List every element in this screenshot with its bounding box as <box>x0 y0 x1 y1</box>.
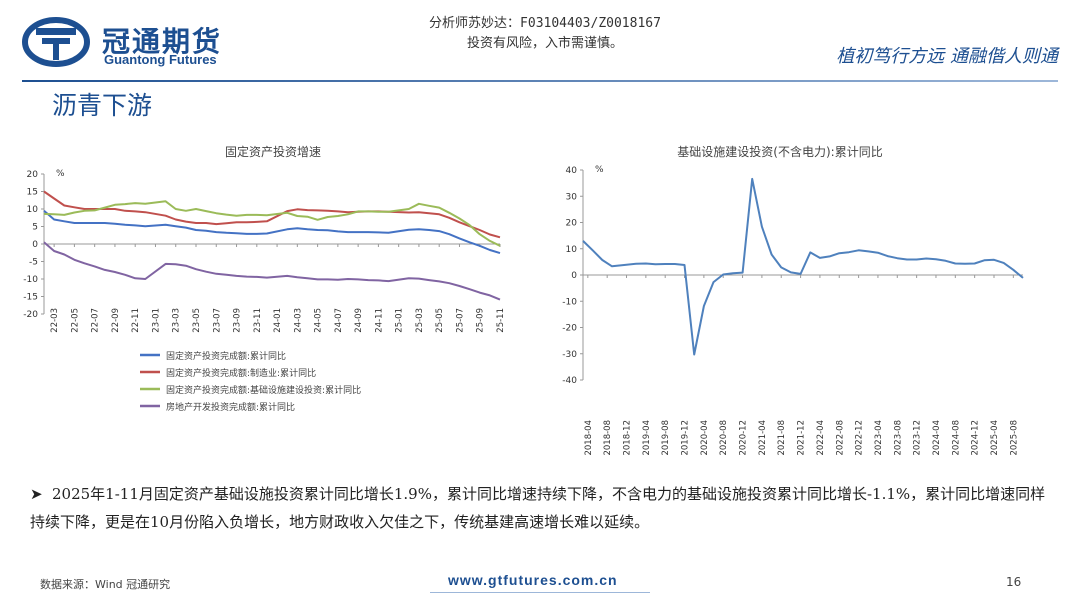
y-tick-label: -20 <box>23 310 38 320</box>
series-line-1 <box>43 210 501 255</box>
x-tick-label: 2021-12 <box>797 420 807 456</box>
x-tick-label: 22-03 <box>50 308 60 333</box>
x-tick-label: 24-09 <box>354 308 364 333</box>
x-tick-label: 2019-12 <box>681 420 691 456</box>
y-tick-label: 10 <box>566 245 578 255</box>
y-tick-label: -10 <box>562 297 577 307</box>
series-line-3 <box>43 200 501 247</box>
x-tick-label: 25-09 <box>476 308 486 333</box>
x-tick-label: 24-11 <box>374 308 384 333</box>
x-tick-label: 2021-04 <box>758 420 768 456</box>
analyst-license: 分析师苏妙达：F03104403/Z0018167 <box>429 16 661 31</box>
legend-label-2: 固定资产投资完成额:制造业:累计同比 <box>166 367 316 379</box>
x-tick-label: 2021-08 <box>777 420 787 456</box>
legend-label-1: 固定资产投资完成额:累计同比 <box>166 350 286 362</box>
page-title: 沥青下游 <box>52 91 153 120</box>
y-tick-label: 0 <box>32 240 38 250</box>
commentary-bullet: ➤ 2025年1-11月固定资产基础设施投资累计同比增长1.9%，累计同比增速持续… <box>30 480 1060 536</box>
commentary-text: 2025年1-11月固定资产基础设施投资累计同比增长1.9%，累计同比增速持续下… <box>30 485 1046 531</box>
x-tick-label: 2020-08 <box>719 420 729 456</box>
series-line-4 <box>43 241 501 301</box>
x-tick-label: 25-07 <box>455 308 465 333</box>
page-number: 16 <box>1006 575 1022 589</box>
x-tick-label: 23-03 <box>172 308 182 333</box>
footer-divider <box>430 592 650 593</box>
y-tick-label: -5 <box>29 258 38 268</box>
x-tick-label: 2024-12 <box>971 420 981 456</box>
x-tick-label: 2018-08 <box>603 420 613 456</box>
company-logo: 冠通期货 Guantong Futures <box>22 14 262 70</box>
y-tick-label: 20 <box>566 219 578 229</box>
x-tick-label: 2024-04 <box>932 420 942 456</box>
y-axis-unit: % <box>595 165 604 175</box>
y-tick-label: -40 <box>562 376 577 386</box>
x-tick-label: 2022-12 <box>855 420 865 456</box>
x-tick-label: 2019-04 <box>642 420 652 456</box>
x-tick-label: 2022-08 <box>835 420 845 456</box>
x-tick-label: 2025-04 <box>990 420 1000 456</box>
x-tick-label: 25-11 <box>496 308 506 333</box>
fixed-asset-investment-svg: 固定资产投资增速 % 20 15 10 5 0 -5 -10 -15 -20 22-03 22-05… <box>23 144 506 413</box>
x-tick-label: 2020-04 <box>700 420 710 456</box>
logo-mark-icon <box>22 17 90 67</box>
x-tick-label: 22-09 <box>111 308 121 333</box>
x-tick-label: 2023-04 <box>874 420 884 456</box>
y-tick-label: -20 <box>562 324 577 334</box>
website-link[interactable]: www.gtfutures.com.cn <box>448 572 618 588</box>
analyst-info: 分析师苏妙达：F03104403/Z0018167 投资有风险，入市需谨慎。 <box>380 14 710 54</box>
infrastructure-investment-svg: 基础设施建设投资(不含电力):累计同比 % 40 30 20 10 0 -10 -20 -30… <box>562 144 1024 456</box>
header-divider <box>22 80 1058 82</box>
x-tick-label: 2019-08 <box>661 420 671 456</box>
x-tick-label: 2024-08 <box>951 420 961 456</box>
y-tick-label: 5 <box>32 223 38 233</box>
legend-label-4: 房地产开发投资完成额:累计同比 <box>166 401 295 413</box>
x-tick-label: 2018-12 <box>623 420 633 456</box>
x-tick-label: 24-03 <box>293 308 303 333</box>
x-tick-label: 25-03 <box>415 308 425 333</box>
y-tick-label: -15 <box>23 293 38 303</box>
x-tick-label: 2023-08 <box>893 420 903 456</box>
x-tick-label: 22-07 <box>91 308 101 333</box>
y-tick-label: 40 <box>566 166 578 176</box>
data-source: 数据来源：Wind 冠通研究 <box>40 578 171 591</box>
series-line-2 <box>43 190 501 239</box>
legend-label-3: 固定资产投资完成额:基础设施建设投资:累计同比 <box>166 384 361 396</box>
x-tick-label: 23-05 <box>192 308 202 333</box>
x-tick-label: 22-11 <box>131 308 141 333</box>
bullet-arrow-icon: ➤ <box>30 485 43 503</box>
x-tick-label: 25-01 <box>395 308 405 333</box>
x-tick-label: 23-09 <box>233 308 243 333</box>
x-tick-label: 23-01 <box>151 308 161 333</box>
risk-disclaimer: 投资有风险，入市需谨慎。 <box>466 36 623 51</box>
x-tick-label: 2018-04 <box>584 420 594 456</box>
x-tick-label: 23-11 <box>253 308 263 333</box>
logo-text-en: Guantong Futures <box>104 52 217 67</box>
x-tick-label: 24-01 <box>273 308 283 333</box>
x-tick-label: 24-05 <box>314 308 324 333</box>
y-tick-label: 15 <box>27 188 38 198</box>
y-tick-label: -30 <box>562 350 577 360</box>
x-tick-label: 2020-12 <box>739 420 749 456</box>
x-tick-label: 2022-04 <box>816 420 826 456</box>
y-axis-unit: % <box>56 169 65 179</box>
x-tick-label: 22-05 <box>70 308 80 333</box>
company-slogan: 植初笃行方远 通融偕人则通 <box>836 46 1058 67</box>
x-tick-label: 2023-12 <box>913 420 923 456</box>
x-tick-label: 23-07 <box>212 308 222 333</box>
chart-title: 固定资产投资增速 <box>225 144 321 159</box>
x-tick-label: 2025-08 <box>1009 420 1019 456</box>
chart-title: 基础设施建设投资(不含电力):累计同比 <box>677 144 882 159</box>
x-tick-label: 24-07 <box>334 308 344 333</box>
x-tick-label: 25-05 <box>435 308 445 333</box>
y-tick-label: 10 <box>27 205 39 215</box>
y-tick-label: -10 <box>23 275 38 285</box>
y-tick-label: 0 <box>571 271 577 281</box>
infrastructure-investment-chart: 基础设施建设投资(不含电力):累计同比 % 40 30 20 10 0 -10 -20 -30… <box>545 138 1055 458</box>
y-tick-label: 20 <box>27 170 39 180</box>
fixed-asset-investment-chart: 固定资产投资增速 % 20 15 10 5 0 -5 -10 -15 -20 22-03 22-05… <box>18 138 528 428</box>
y-tick-label: 30 <box>566 192 578 202</box>
series-line-1 <box>582 177 1024 356</box>
logo-text-cn: 冠通期货 <box>102 25 223 58</box>
